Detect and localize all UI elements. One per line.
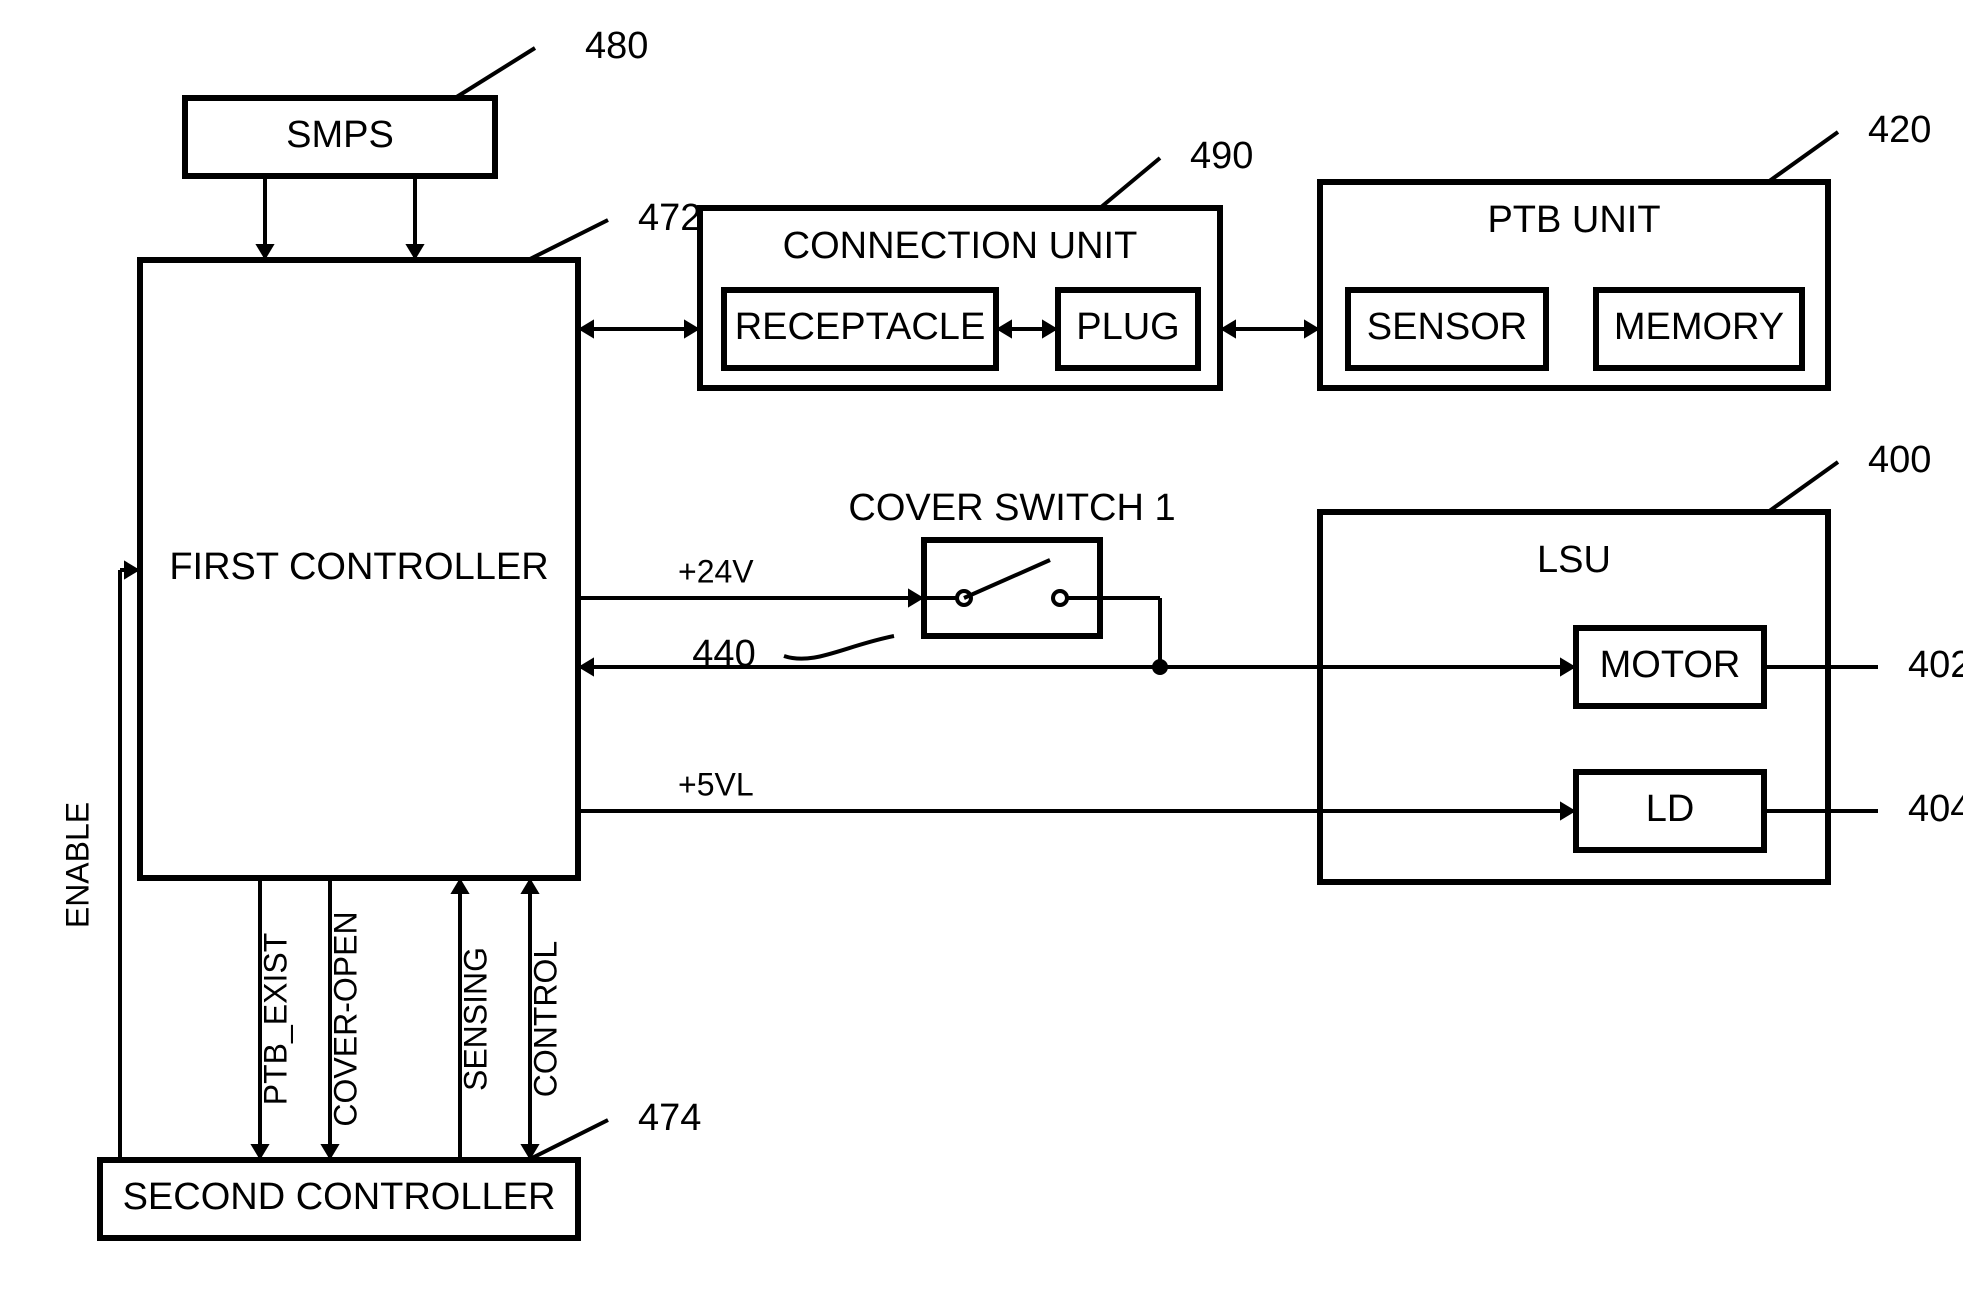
ld-ref: 404: [1908, 788, 1963, 830]
connection-unit-label: CONNECTION UNIT: [783, 225, 1138, 267]
label-ptb-exist: PTB_EXIST: [257, 933, 293, 1106]
motor-label: MOTOR: [1600, 644, 1741, 686]
first-ref: 472: [638, 197, 701, 239]
lsu-label: LSU: [1537, 539, 1611, 581]
memory-label: MEMORY: [1614, 306, 1784, 348]
label-cover-open: COVER-OPEN: [327, 911, 363, 1126]
label-5vl: +5VL: [678, 766, 754, 802]
cover-switch-label: COVER SWITCH 1: [848, 487, 1175, 529]
smps-label: SMPS: [286, 114, 394, 156]
second-label: SECOND CONTROLLER: [123, 1176, 556, 1218]
smps-ref: 480: [585, 25, 648, 67]
label-24v: +24V: [678, 553, 754, 589]
ptb-ref: 420: [1868, 109, 1931, 151]
ld-label: LD: [1646, 788, 1695, 830]
conn-ref: 490: [1190, 135, 1253, 177]
label-sensing: SENSING: [457, 947, 493, 1091]
first-controller-label: FIRST CONTROLLER: [169, 546, 548, 588]
second-ref: 474: [638, 1097, 701, 1139]
label-enable: ENABLE: [59, 802, 95, 928]
label-control: CONTROL: [527, 941, 563, 1097]
motor-ref: 402: [1908, 644, 1963, 686]
sensor-label: SENSOR: [1367, 306, 1527, 348]
receptacle-label: RECEPTACLE: [735, 306, 986, 348]
plug-label: PLUG: [1076, 306, 1179, 348]
lsu-ref: 400: [1868, 439, 1931, 481]
cover-switch-box: [924, 540, 1100, 636]
ptb-unit-label: PTB UNIT: [1487, 199, 1660, 241]
